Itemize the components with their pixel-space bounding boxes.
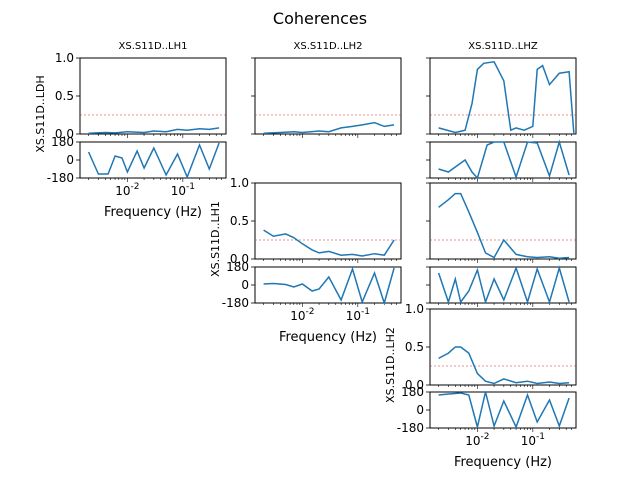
series-line bbox=[87, 142, 220, 180]
axes-frame bbox=[429, 57, 577, 135]
y-tick-label: 0.0 bbox=[55, 127, 74, 141]
series-line bbox=[438, 391, 570, 429]
series-line bbox=[438, 346, 570, 385]
x-tick-label: 10-2 bbox=[115, 182, 139, 198]
series-line bbox=[263, 229, 395, 257]
x-tick-label: 10-1 bbox=[171, 182, 195, 198]
x-tick-label: 10-2 bbox=[465, 432, 489, 448]
subplot-coh_ldh_lh1: 0.0 0.5 1.0 XS.S11D..LH1 XS.S11D..LDH bbox=[34, 41, 227, 153]
y-axis-label: XS.S11D..LH2 bbox=[384, 327, 397, 403]
series-line bbox=[438, 192, 570, 259]
y-tick-label: 0 bbox=[416, 403, 424, 417]
y-tick-label: 1.0 bbox=[230, 176, 249, 190]
plots-group: 0.0 0.5 1.0 XS.S11D..LH1 XS.S11D..LDH -180 0 18… bbox=[34, 41, 577, 470]
subplot-ph_ldh_lhz bbox=[426, 139, 577, 182]
y-tick-label: 0.5 bbox=[55, 89, 74, 103]
y-tick-label: 0 bbox=[66, 153, 74, 167]
subplot-ph_lh1_lh2: -180 0 180 10-2 10-1 Frequency (Hz) bbox=[222, 260, 402, 345]
subplot-coh_ldh_lhz: XS.S11D..LHZ bbox=[426, 41, 577, 138]
y-tick-label: -180 bbox=[397, 421, 424, 435]
axes-frame bbox=[429, 308, 577, 386]
y-tick-label: 180 bbox=[226, 260, 249, 274]
series-line bbox=[263, 121, 395, 134]
subplot-coh_lh2_lhz: 0.0 0.5 1.0 XS.S11D..LH2 bbox=[384, 302, 577, 403]
subplot-coh_lh1_lhz bbox=[426, 182, 577, 263]
series-line bbox=[263, 266, 395, 306]
axes-frame bbox=[429, 141, 577, 179]
axes-frame bbox=[254, 182, 402, 260]
figure-title: Coherences bbox=[273, 9, 367, 28]
subplot-ph_lh1_lhz bbox=[426, 265, 577, 307]
x-axis-label: Frequency (Hz) bbox=[454, 455, 552, 470]
x-axis-label: Frequency (Hz) bbox=[279, 330, 377, 345]
subplot-coh_lh1_lh2: 0.0 0.5 1.0 XS.S11D..LH1 bbox=[209, 176, 402, 277]
y-axis-label: XS.S11D..LDH bbox=[34, 75, 47, 152]
axes-frame bbox=[79, 141, 227, 179]
y-tick-label: 0 bbox=[241, 278, 249, 292]
subplot-title: XS.S11D..LHZ bbox=[468, 41, 538, 52]
y-tick-label: 1.0 bbox=[405, 302, 424, 316]
x-tick-label: 10-2 bbox=[290, 307, 314, 323]
axes-frame bbox=[79, 57, 227, 135]
x-tick-label: 10-1 bbox=[521, 432, 545, 448]
axes-frame bbox=[429, 391, 577, 429]
y-tick-label: 0.0 bbox=[230, 252, 249, 266]
series-line bbox=[438, 60, 575, 135]
series-line bbox=[88, 127, 220, 134]
y-tick-label: 180 bbox=[51, 135, 74, 149]
y-tick-label: -180 bbox=[47, 171, 74, 185]
y-axis-label: XS.S11D..LH1 bbox=[209, 201, 222, 277]
y-tick-label: 180 bbox=[401, 385, 424, 399]
y-tick-label: -180 bbox=[222, 296, 249, 310]
series-line bbox=[438, 139, 570, 180]
y-tick-label: 0.5 bbox=[230, 214, 249, 228]
y-tick-label: 0.0 bbox=[405, 378, 424, 392]
x-axis-label: Frequency (Hz) bbox=[104, 205, 202, 220]
axes-frame bbox=[254, 57, 402, 135]
y-tick-label: 1.0 bbox=[55, 51, 74, 65]
subplot-title: XS.S11D..LH2 bbox=[294, 41, 363, 52]
subplot-coh_ldh_lh2: XS.S11D..LH2 bbox=[251, 41, 402, 138]
subplot-title: XS.S11D..LH1 bbox=[119, 41, 188, 52]
y-tick-label: 0.5 bbox=[405, 340, 424, 354]
subplot-ph_ldh_lh1: -180 0 180 10-2 10-1 Frequency (Hz) bbox=[47, 135, 227, 220]
x-tick-label: 10-1 bbox=[346, 307, 370, 323]
subplot-ph_lh2_lhz: -180 0 180 10-2 10-1 Frequency (Hz) bbox=[397, 385, 577, 470]
axes-frame bbox=[429, 182, 577, 260]
series-line bbox=[437, 265, 570, 305]
